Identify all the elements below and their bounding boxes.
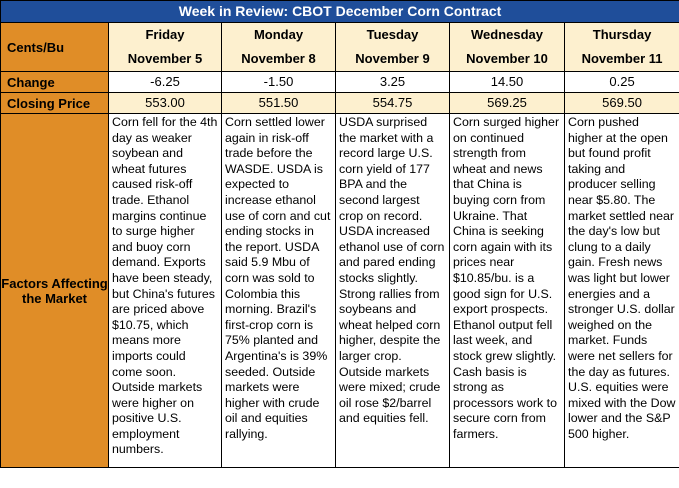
change-value: 0.25 <box>563 71 679 93</box>
date: November 10 <box>466 51 548 66</box>
week-in-review-table: Week in Review: CBOT December Corn Contr… <box>0 0 679 468</box>
weekday: Wednesday <box>470 27 543 42</box>
day-header-friday: Friday November 5 <box>108 22 222 72</box>
market-notes: Corn settled lower again in risk-off tra… <box>221 113 336 468</box>
header-row: Cents/Bu Friday November 5 Monday November… <box>0 22 679 72</box>
weekday: Monday <box>253 27 304 42</box>
closing-price: 569.50 <box>563 92 679 114</box>
day-header-tuesday: Tuesday November 9 <box>335 22 450 72</box>
change-label: Change <box>0 71 109 93</box>
date: November 9 <box>355 51 430 66</box>
market-notes: USDA surprised the market with a record … <box>335 113 450 468</box>
market-notes: Corn fell for the 4th day as weaker soyb… <box>108 113 222 468</box>
factors-row: Factors Affecting the Market Corn fell f… <box>0 113 679 468</box>
day-header-thursday: Thursday November 11 <box>563 22 679 72</box>
market-notes: Corn pushed higher at the open but found… <box>563 113 679 468</box>
closing-price: 569.25 <box>449 92 565 114</box>
closing-label: Closing Price <box>0 92 109 114</box>
day-header-monday: Monday November 8 <box>221 22 336 72</box>
day-header-wednesday: Wednesday November 10 <box>449 22 565 72</box>
title-row: Week in Review: CBOT December Corn Contr… <box>0 0 679 23</box>
factors-label: Factors Affecting the Market <box>0 113 109 468</box>
weekday: Tuesday <box>366 27 419 42</box>
units-label: Cents/Bu <box>0 22 109 72</box>
date: November 5 <box>127 51 203 66</box>
date: November 11 <box>581 51 663 66</box>
change-value: 3.25 <box>335 71 450 93</box>
weekday: Friday <box>145 27 185 42</box>
change-value: 14.50 <box>449 71 565 93</box>
market-notes: Corn surged higher on continued strength… <box>449 113 565 468</box>
change-row: Change -6.25 -1.50 3.25 14.50 0.25 <box>0 71 679 93</box>
table-title: Week in Review: CBOT December Corn Contr… <box>0 0 679 23</box>
change-value: -6.25 <box>108 71 222 93</box>
change-value: -1.50 <box>221 71 336 93</box>
closing-row: Closing Price 553.00 551.50 554.75 569.2… <box>0 92 679 114</box>
date: November 8 <box>241 51 316 66</box>
weekday: Thursday <box>592 27 652 42</box>
closing-price: 553.00 <box>108 92 222 114</box>
closing-price: 551.50 <box>221 92 336 114</box>
closing-price: 554.75 <box>335 92 450 114</box>
